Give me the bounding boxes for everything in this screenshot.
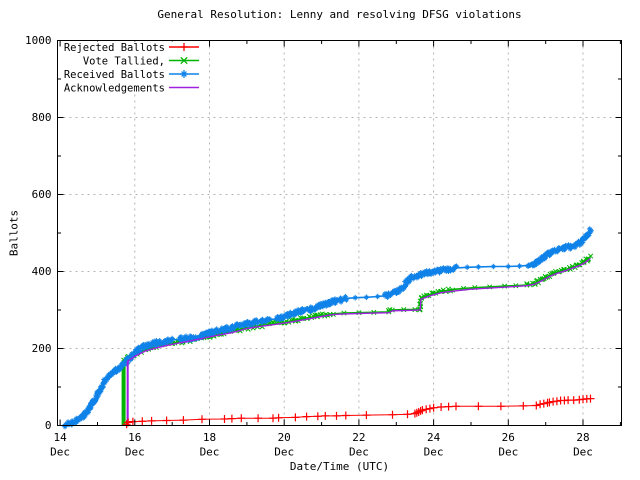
x-tick-label-day: 28 (576, 431, 589, 444)
chart-title: General Resolution: Lenny and resolving … (157, 8, 522, 21)
legend-label: Acknowledgements (64, 82, 165, 94)
legend-entry-acknowledgements: Acknowledgements (64, 82, 199, 94)
series-line-received-ballots (65, 229, 592, 426)
y-tick-label: 600 (32, 188, 52, 201)
legend-label: Vote Tallied, (83, 55, 165, 67)
y-tick-label: 200 (32, 342, 52, 355)
legend-entry-rejected-ballots: Rejected Ballots (64, 42, 199, 54)
legend-sample-marker-cross (180, 56, 188, 65)
x-tick-label-day: 26 (502, 431, 515, 444)
x-tick-label-day: 16 (128, 431, 141, 444)
x-tick-label-month: Dec (349, 446, 369, 459)
x-tick-label-month: Dec (125, 446, 145, 459)
series-markers-vote-tallied (121, 253, 594, 363)
x-tick-label-day: 18 (203, 431, 216, 444)
x-tick-label-month: Dec (274, 446, 294, 459)
x-tick-label-month: Dec (50, 446, 70, 459)
legend-sample-marker-asterisk (180, 70, 188, 78)
plot-frame (57, 40, 622, 426)
legend-entry-vote-tallied: Vote Tallied, (83, 55, 199, 67)
series-line-acknowledgements (126, 257, 591, 426)
x-tick-label-day: 14 (53, 431, 67, 444)
legend-sample-marker-plus (180, 43, 188, 51)
y-tick-label: 0 (45, 419, 52, 432)
legend-label: Rejected Ballots (64, 42, 165, 54)
x-tick-label-month: Dec (573, 446, 593, 459)
x-tick-label-day: 20 (278, 431, 291, 444)
y-tick-label: 400 (32, 265, 52, 278)
series-markers-received-ballots (62, 226, 594, 430)
x-tick-label-month: Dec (200, 446, 220, 459)
legend-label: Received Ballots (64, 69, 165, 81)
x-tick-label-month: Dec (424, 446, 444, 459)
x-tick-label-day: 24 (427, 431, 441, 444)
y-tick-label: 800 (32, 111, 52, 124)
y-tick-label: 1000 (25, 34, 52, 47)
legend-background (61, 41, 205, 94)
x-tick-label-day: 22 (352, 431, 365, 444)
legend-entry-received-ballots: Received Ballots (64, 69, 199, 81)
x-tick-label-month: Dec (498, 446, 518, 459)
x-axis-title: Date/Time (UTC) (289, 460, 390, 473)
series-markers-rejected-ballots (122, 394, 595, 429)
